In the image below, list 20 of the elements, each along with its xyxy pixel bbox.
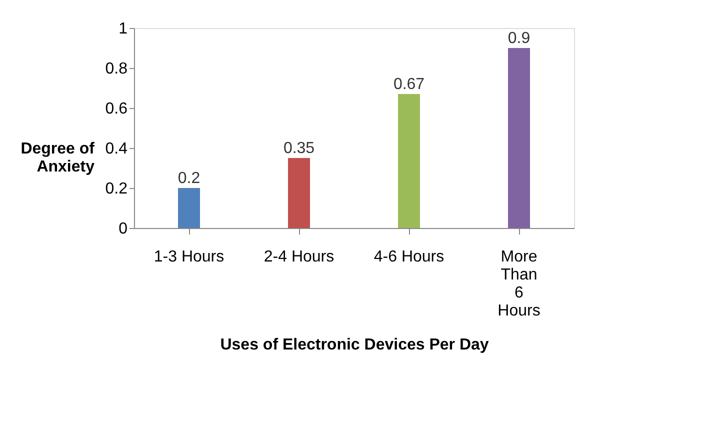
data-label: 0.67 (393, 76, 425, 93)
y-tick-label: 0.8 (105, 60, 128, 78)
y-tick-label: 0 (118, 220, 128, 238)
bar (398, 94, 420, 228)
bar (178, 188, 200, 228)
x-tick-label: 2-4 Hours (264, 248, 334, 266)
data-label: 0.2 (178, 170, 200, 187)
data-label: 0.35 (283, 140, 315, 157)
y-tick-label: 1 (118, 20, 128, 38)
y-tick-label: 0.4 (105, 140, 128, 158)
y-axis-title: Degree of Anxiety (20, 140, 96, 176)
y-tick-label: 0.6 (105, 100, 128, 118)
x-axis-title: Uses of Electronic Devices Per Day (220, 336, 489, 354)
y-tick-label: 0.2 (105, 180, 128, 198)
x-tick-label: More Than 6 Hours (498, 248, 540, 320)
bar (508, 48, 530, 228)
x-tick-label: 1-3 Hours (154, 248, 224, 266)
bar (288, 158, 310, 228)
data-label: 0.9 (508, 30, 530, 47)
x-tick-label: 4-6 Hours (374, 248, 444, 266)
